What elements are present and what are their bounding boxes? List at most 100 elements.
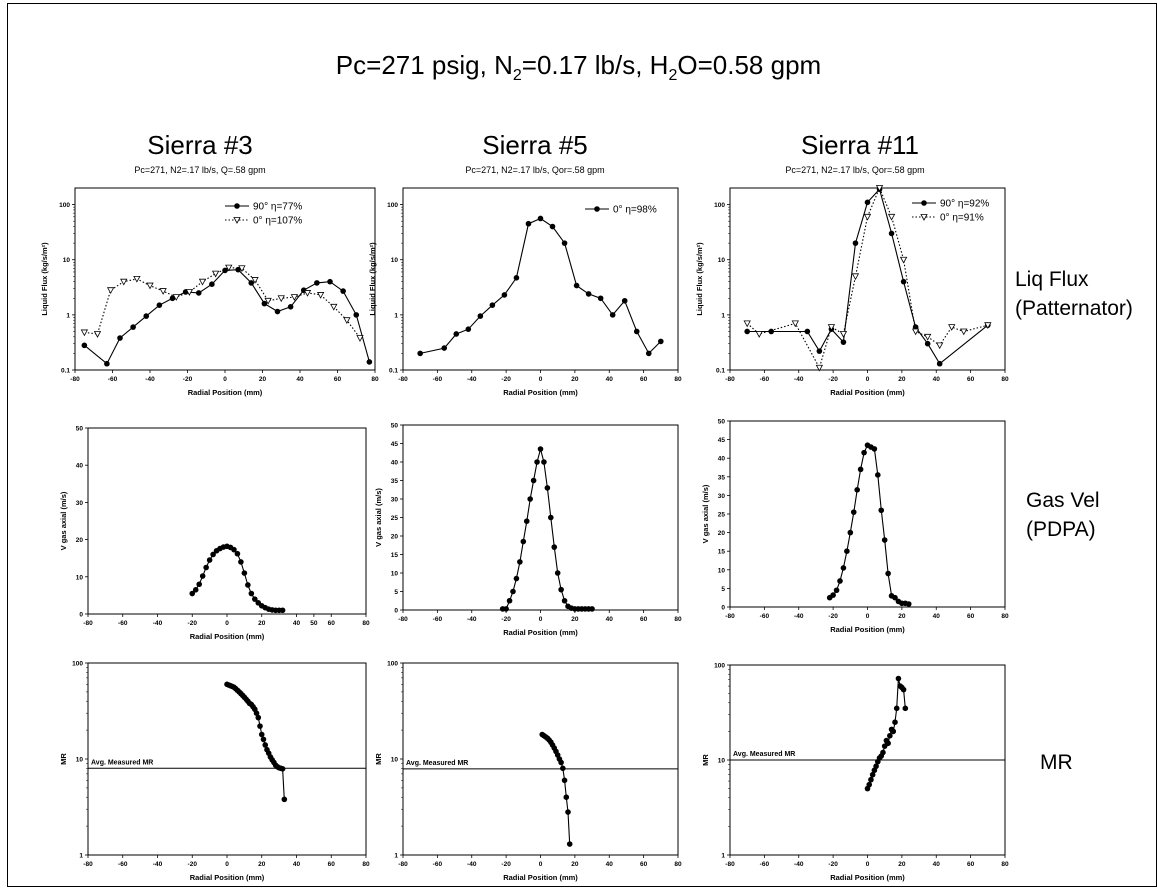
data-point bbox=[143, 313, 150, 319]
series-line bbox=[226, 683, 285, 800]
y-tick-label: 50 bbox=[718, 419, 726, 426]
data-point bbox=[875, 185, 884, 192]
data-point bbox=[106, 287, 115, 295]
data-point bbox=[534, 459, 540, 465]
data-point bbox=[816, 348, 823, 354]
x-tick-label: 40 bbox=[933, 613, 941, 620]
data-point bbox=[804, 328, 811, 335]
data-point bbox=[633, 328, 640, 335]
data-point bbox=[279, 766, 286, 772]
y-axis-label: V gas axial (m/s) bbox=[59, 491, 68, 550]
data-point bbox=[274, 308, 281, 315]
data-point bbox=[281, 796, 288, 803]
data-point bbox=[558, 759, 564, 766]
y-tick-label: 10 bbox=[63, 257, 71, 264]
column-title-sierra-11: Sierra #11 bbox=[800, 130, 920, 160]
data-point bbox=[258, 731, 265, 738]
series-line bbox=[84, 267, 361, 339]
chart-flux5: -80 -60 -40 -20 0 20 40 60 80 0.1 1 10 100 Radial Pos… bbox=[368, 187, 682, 397]
y-tick-label: 1 bbox=[394, 853, 398, 860]
x-tick-label: 80 bbox=[1001, 613, 1009, 620]
y-tick-label: 25 bbox=[718, 512, 726, 519]
y-tick-label: 10 bbox=[718, 567, 726, 574]
column-subtitle-sierra-11: Pc=271, N2=.17 lb/s, Qor=.58 gpm bbox=[785, 165, 925, 175]
data-point bbox=[609, 312, 616, 318]
x-tick-label: -20 bbox=[828, 376, 838, 383]
data-point bbox=[866, 781, 873, 788]
data-point bbox=[905, 601, 912, 607]
data-point bbox=[199, 573, 206, 579]
column-title-sierra-3: Sierra #3 bbox=[147, 130, 253, 160]
data-point bbox=[815, 364, 824, 372]
x-tick-label: 40 bbox=[606, 861, 614, 868]
x-tick-label: -40 bbox=[467, 861, 477, 868]
y-tick-label: 0.1 bbox=[389, 368, 398, 375]
data-point bbox=[290, 294, 299, 301]
data-point bbox=[984, 322, 992, 330]
data-point bbox=[203, 564, 209, 571]
x-tick-label: -40 bbox=[145, 376, 155, 383]
data-point bbox=[851, 273, 860, 281]
legend-label: 0° η=91% bbox=[940, 213, 984, 224]
data-point bbox=[196, 581, 202, 588]
data-point bbox=[899, 256, 908, 264]
y-tick-label: 0 bbox=[79, 612, 83, 619]
x-tick-label: -60 bbox=[108, 376, 118, 383]
y-tick-label: 100 bbox=[59, 202, 70, 209]
legend-marker bbox=[594, 206, 600, 212]
x-axis-label: Radial Position (mm) bbox=[190, 873, 265, 882]
data-point bbox=[744, 328, 750, 335]
data-point bbox=[314, 280, 320, 286]
y-tick-label: 100 bbox=[387, 202, 398, 209]
y-axis-label: MR bbox=[374, 753, 383, 765]
x-tick-label: -40 bbox=[794, 613, 804, 620]
x-axis-label: Radial Position (mm) bbox=[830, 388, 905, 397]
y-tick-label: 1 bbox=[721, 853, 725, 860]
data-point bbox=[465, 326, 472, 332]
y-tick-label: 20 bbox=[718, 530, 726, 537]
x-tick-label: 0 bbox=[539, 376, 543, 383]
data-point bbox=[844, 548, 850, 554]
x-tick-label: 40 bbox=[296, 376, 304, 383]
data-point bbox=[120, 278, 128, 286]
data-point bbox=[847, 529, 854, 536]
x-tick-label: -60 bbox=[118, 861, 128, 868]
x-tick-label: -80 bbox=[725, 613, 735, 620]
data-point bbox=[912, 324, 919, 330]
y-tick-label: 0.1 bbox=[716, 368, 725, 375]
data-point bbox=[902, 705, 909, 712]
x-tick-label: -20 bbox=[501, 861, 511, 868]
x-tick-label: -80 bbox=[70, 376, 80, 383]
row-label-mr-line1: MR bbox=[1040, 751, 1073, 774]
data-point bbox=[885, 740, 891, 747]
data-point bbox=[93, 331, 102, 338]
data-point bbox=[506, 597, 513, 604]
x-tick-label: 20 bbox=[259, 376, 267, 383]
data-point bbox=[537, 215, 544, 222]
row-label-mr: MR bbox=[1040, 748, 1073, 777]
y-tick-label: 1 bbox=[79, 853, 83, 860]
data-point bbox=[104, 360, 110, 367]
data-point bbox=[948, 324, 956, 331]
data-point bbox=[510, 588, 516, 595]
y-tick-label: 45 bbox=[391, 441, 399, 448]
data-point bbox=[936, 360, 943, 367]
data-point bbox=[279, 607, 286, 614]
data-point bbox=[852, 240, 859, 246]
row-label-liq-flux: Liq Flux (Patternator) bbox=[1015, 265, 1133, 323]
data-point bbox=[513, 575, 520, 582]
data-point bbox=[117, 335, 123, 341]
data-point bbox=[755, 331, 763, 338]
avg-mr-label: Avg. Measured MR bbox=[733, 751, 795, 758]
data-point bbox=[541, 459, 547, 465]
data-point bbox=[857, 466, 864, 473]
x-tick-label: -80 bbox=[83, 861, 93, 868]
x-tick-label: -80 bbox=[83, 620, 93, 627]
x-axis-label: Radial Position (mm) bbox=[190, 632, 265, 641]
plot-area bbox=[87, 427, 367, 615]
data-point bbox=[172, 294, 180, 301]
data-point bbox=[130, 324, 136, 330]
data-point bbox=[868, 776, 874, 783]
data-point bbox=[837, 578, 843, 584]
